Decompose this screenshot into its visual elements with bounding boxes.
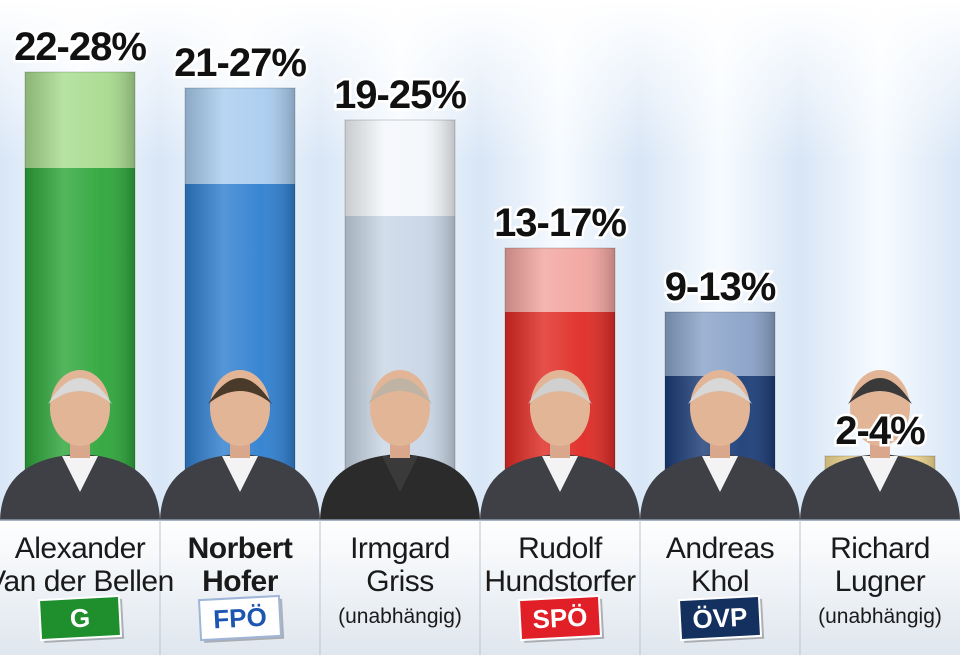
candidate-name-line: Andreas (666, 532, 774, 565)
candidate-note: (unabhängig) (818, 605, 942, 628)
candidate-name-line: Norbert (188, 532, 293, 565)
candidate-name-line: Rudolf (518, 532, 603, 565)
bar-range-label: 9-13% (665, 265, 776, 309)
party-logo-text: FPÖ (213, 602, 268, 635)
candidate-portrait (160, 370, 320, 520)
candidate-note: (unabhängig) (338, 605, 462, 628)
party-logo: ÖVP (677, 594, 765, 643)
candidate-name-line: Lugner (835, 565, 926, 598)
candidate-portrait (480, 370, 640, 520)
party-logo-text: G (69, 602, 91, 633)
candidate-name-line: Hundstorfer (484, 565, 636, 598)
party-logo-text: SPÖ (532, 602, 588, 635)
party-logo: FPÖ (197, 594, 285, 643)
candidate-name-line: Hofer (202, 565, 279, 598)
top-fade (0, 0, 960, 160)
candidate-portrait (800, 370, 960, 520)
bar-range-label: 13-17% (494, 201, 626, 245)
bar-range-label: 19-25% (334, 73, 466, 117)
candidate-name-line: Richard (830, 532, 930, 565)
bar-range-label: 2-4% (835, 409, 925, 453)
party-logo: G (37, 594, 125, 643)
candidate-name-line: Irmgard (350, 532, 450, 565)
bar-range-label: 21-27% (174, 41, 306, 85)
candidate-portrait (640, 370, 800, 520)
candidate-name-line: Griss (366, 565, 434, 598)
candidate-portrait (0, 370, 160, 520)
candidate-name-line: Khol (691, 565, 749, 598)
candidate-name-line: Van der Bellen (0, 565, 174, 598)
party-logo-text: ÖVP (692, 602, 748, 635)
bar-range-label: 22-28% (14, 25, 146, 69)
candidate-portrait (320, 370, 480, 520)
party-logo: SPÖ (517, 594, 605, 643)
candidate-name-line: Alexander (15, 532, 146, 565)
